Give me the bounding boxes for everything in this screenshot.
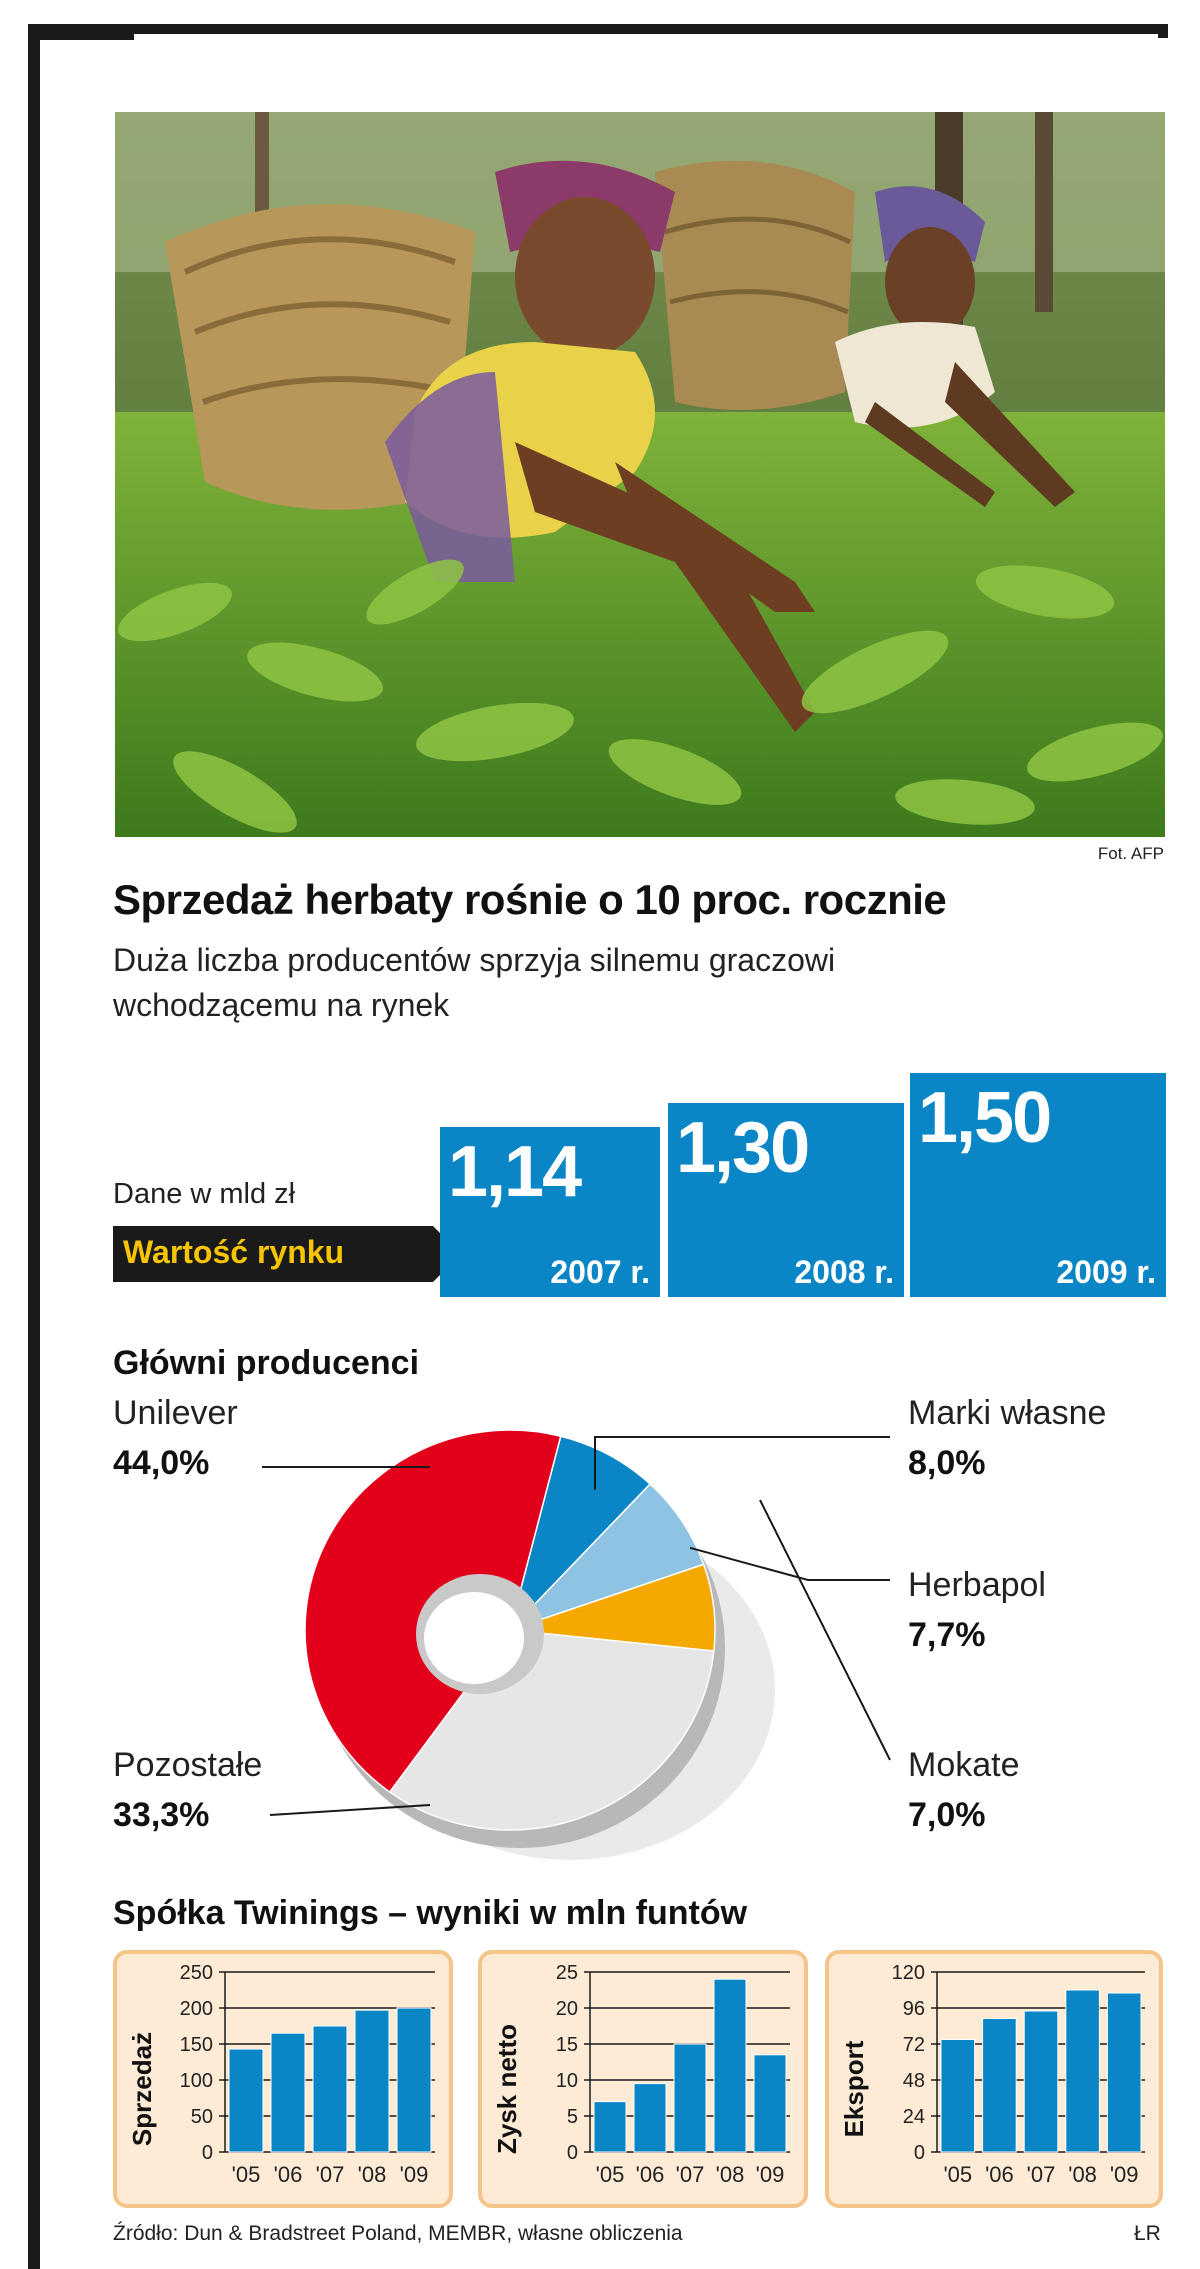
pie-leader-line-4 bbox=[269, 1804, 431, 1816]
mini-chart-ytick: 96 bbox=[903, 1998, 925, 2020]
pie-pct-mokate: 7,0% bbox=[908, 1796, 986, 1834]
mini-chart-ytick: 200 bbox=[180, 1998, 213, 2020]
mini-chart-ytick: 50 bbox=[191, 2106, 213, 2128]
mini-chart-ytick: 48 bbox=[903, 2070, 925, 2092]
source-note: Źródło: Dun & Bradstreet Poland, MEMBR, … bbox=[113, 2222, 683, 2245]
mini-chart-bar bbox=[673, 2043, 707, 2153]
pie-pct-marki-wlasne: 8,0% bbox=[908, 1444, 986, 1482]
pie-label-herbapol: Herbapol bbox=[908, 1566, 1046, 1604]
market-value-year-2: 2009 r. bbox=[1056, 1253, 1156, 1290]
market-value-bar-1: 1,30 2008 r. bbox=[668, 1103, 904, 1297]
author-initials: ŁR bbox=[1134, 2222, 1161, 2245]
producers-title: Główni producenci bbox=[113, 1344, 420, 1382]
mini-chart-bar bbox=[270, 2032, 306, 2153]
mini-chart-xtick: '05 bbox=[232, 2162, 261, 2187]
pie-slice-4 bbox=[388, 1629, 715, 1831]
mini-chart-bar bbox=[633, 2083, 667, 2153]
mini-chart-ytick: 120 bbox=[892, 1962, 925, 1984]
twinings-sales-chart: Sprzedaż 0 50 100 150 200 250 '05 '06 '07 '08 '09 bbox=[113, 1950, 453, 2208]
pie-leader-line-2 bbox=[689, 1546, 890, 1581]
pie-label-marki-wlasne: Marki własne bbox=[908, 1394, 1107, 1432]
pie-label-mokate: Mokate bbox=[908, 1746, 1020, 1784]
mini-chart-xtick: '05 bbox=[596, 2162, 625, 2187]
mini-chart-ytick: 5 bbox=[567, 2106, 578, 2128]
pie-slice-1 bbox=[508, 1435, 652, 1633]
mini-chart-ytick: 0 bbox=[567, 2142, 578, 2164]
pie-label-pozostale: Pozostałe bbox=[113, 1746, 263, 1784]
mini-chart-xtick: '07 bbox=[1027, 2162, 1056, 2187]
mini-chart-ytick: 10 bbox=[556, 2070, 578, 2092]
mini-chart-ytick: 250 bbox=[180, 1962, 213, 1984]
pie-pct-herbapol: 7,7% bbox=[908, 1616, 986, 1654]
mini-chart-xtick: '09 bbox=[400, 2162, 429, 2187]
market-value-label-0: 1,14 bbox=[448, 1132, 582, 1212]
mini-chart-ylabel: Sprzedaż bbox=[127, 2032, 157, 2146]
frame-right-tick bbox=[1158, 24, 1168, 38]
mini-chart-bar bbox=[354, 2009, 390, 2153]
producers-pie-chart bbox=[262, 1429, 891, 1860]
pie-leader-line-3 bbox=[759, 1499, 891, 1761]
mini-chart-ytick: 150 bbox=[180, 2034, 213, 2056]
mini-chart-xtick: '09 bbox=[1110, 2162, 1139, 2187]
pie-leader-line-1 bbox=[594, 1436, 890, 1490]
mini-chart-bar bbox=[593, 2101, 627, 2153]
mini-chart-bar bbox=[713, 1978, 747, 2153]
subtitle-line-2: wchodzącemu na rynek bbox=[113, 987, 450, 1023]
twinings-title: Spółka Twinings – wyniki w mln funtów bbox=[113, 1894, 748, 1932]
mini-chart-xtick: '06 bbox=[274, 2162, 303, 2187]
market-value-year-0: 2007 r. bbox=[550, 1254, 650, 1290]
pie-slice-2 bbox=[509, 1482, 705, 1631]
mini-chart-ylabel: Zysk netto bbox=[492, 2024, 522, 2154]
photo-credit: Fot. AFP bbox=[1097, 844, 1164, 863]
mini-chart-ytick: 100 bbox=[180, 2070, 213, 2092]
frame-corner bbox=[28, 24, 134, 40]
twinings-net-profit-chart: Zysk netto 0 5 10 15 20 25 '05 '06 '07 '08 '09 bbox=[478, 1950, 808, 2208]
mini-chart-bar bbox=[396, 2007, 432, 2153]
mini-chart-ytick: 0 bbox=[202, 2142, 213, 2164]
market-value-bar-0: 1,14 2007 r. bbox=[440, 1127, 660, 1297]
mini-chart-ylabel: Eksport bbox=[839, 2040, 869, 2137]
market-value-unit-label: Dane w mld zł bbox=[113, 1178, 296, 1210]
frame-top-rule bbox=[28, 24, 1168, 34]
mini-chart-xtick: '07 bbox=[316, 2162, 345, 2187]
mini-chart-ytick: 25 bbox=[556, 1962, 578, 1984]
mini-chart-bar bbox=[753, 2054, 787, 2153]
market-value-label-1: 1,30 bbox=[676, 1108, 810, 1189]
market-value-year-1: 2008 r. bbox=[794, 1253, 894, 1290]
mini-chart-xtick: '08 bbox=[716, 2162, 745, 2187]
mini-chart-bar bbox=[982, 2018, 1017, 2153]
market-value-label-2: 1,50 bbox=[918, 1078, 1052, 1159]
mini-chart-bar bbox=[940, 2039, 976, 2153]
pie-pct-unilever: 44,0% bbox=[113, 1444, 210, 1482]
market-value-tag: Wartość rynku bbox=[113, 1226, 461, 1282]
mini-chart-bar bbox=[228, 2048, 264, 2153]
mini-chart-ytick: 72 bbox=[903, 2034, 925, 2056]
mini-chart-xtick: '09 bbox=[756, 2162, 785, 2187]
mini-chart-bar bbox=[1023, 2010, 1059, 2153]
frame-left-rule bbox=[28, 24, 40, 2269]
twinings-export-chart: Eksport 0 24 48 72 96 120 '05 '06 '07 '08 '09 bbox=[825, 1950, 1163, 2208]
mini-chart-bar bbox=[1106, 1992, 1142, 2153]
mini-chart-xtick: '07 bbox=[676, 2162, 705, 2187]
subtitle-line-1: Duża liczba producentów sprzyja silnemu … bbox=[113, 942, 836, 978]
mini-chart-ytick: 24 bbox=[903, 2106, 925, 2128]
mini-chart-ytick: 15 bbox=[556, 2034, 578, 2056]
pie-pct-pozostale: 33,3% bbox=[113, 1796, 210, 1834]
market-value-title: Wartość rynku bbox=[123, 1234, 345, 1270]
mini-chart-xtick: '08 bbox=[358, 2162, 387, 2187]
mini-chart-xtick: '05 bbox=[943, 2162, 972, 2187]
headline-subtitle: Duża liczba producentów sprzyja silnemu … bbox=[113, 938, 1113, 1028]
mini-chart-bar bbox=[1065, 1989, 1100, 2153]
tea-pickers-photo bbox=[115, 112, 1165, 837]
mini-chart-ytick: 0 bbox=[914, 2142, 925, 2164]
mini-chart-ytick: 20 bbox=[556, 1998, 578, 2020]
market-value-bar-2: 1,50 2009 r. bbox=[910, 1073, 1166, 1297]
mini-chart-bar bbox=[312, 2025, 348, 2153]
mini-chart-xtick: '06 bbox=[636, 2162, 665, 2187]
headline-title: Sprzedaż herbaty rośnie o 10 proc. roczn… bbox=[113, 876, 947, 923]
mini-chart-xtick: '08 bbox=[1068, 2162, 1097, 2187]
pie-label-unilever: Unilever bbox=[113, 1394, 238, 1432]
mini-chart-xtick: '06 bbox=[985, 2162, 1014, 2187]
